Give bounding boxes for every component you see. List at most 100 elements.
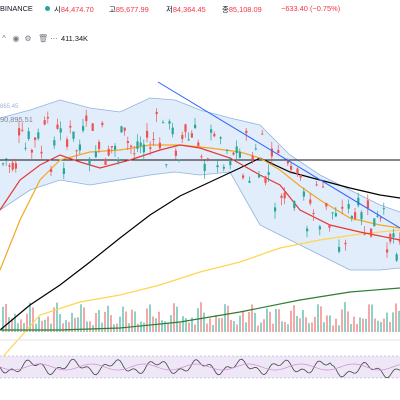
candle-body bbox=[373, 218, 376, 227]
candle-body bbox=[206, 158, 209, 160]
ma-black-line bbox=[0, 157, 400, 331]
volume-bar bbox=[185, 318, 187, 332]
volume-bar bbox=[101, 322, 103, 332]
candle-body bbox=[392, 233, 395, 238]
candle-body bbox=[59, 128, 62, 133]
candle-body bbox=[82, 125, 85, 131]
volume-bar bbox=[350, 323, 352, 332]
volume-bar bbox=[125, 311, 127, 332]
bb-tiny-label: 865.45 bbox=[0, 104, 19, 110]
candle-body bbox=[386, 249, 389, 253]
candle-body bbox=[2, 163, 5, 165]
volume-bar bbox=[242, 311, 244, 332]
volume-bar bbox=[266, 308, 268, 332]
candle-body bbox=[254, 148, 257, 150]
candle-body bbox=[194, 124, 197, 129]
candle-body bbox=[251, 155, 254, 162]
volume-bar bbox=[233, 321, 235, 332]
candle-body bbox=[210, 129, 213, 133]
volume-bar bbox=[167, 322, 169, 332]
candle-body bbox=[366, 200, 369, 209]
candle-body bbox=[232, 152, 235, 155]
volume-bar bbox=[104, 311, 106, 332]
volume-bar bbox=[251, 304, 253, 332]
ma-orange-line bbox=[0, 144, 400, 271]
candle-body bbox=[62, 168, 65, 175]
candle-body bbox=[50, 169, 53, 172]
candle-body bbox=[283, 192, 286, 199]
candle-body bbox=[187, 139, 190, 141]
volume-bar bbox=[278, 309, 280, 332]
volume-bar bbox=[203, 312, 205, 332]
volume-bar bbox=[83, 307, 85, 332]
volume-bar bbox=[311, 322, 313, 332]
volume-bar bbox=[122, 306, 124, 332]
volume-bar bbox=[143, 322, 145, 332]
candle-body bbox=[350, 215, 353, 218]
candle-body bbox=[338, 246, 341, 252]
volume-bar bbox=[332, 325, 334, 332]
candle-body bbox=[261, 133, 264, 135]
volume-bar bbox=[260, 322, 262, 332]
candle-body bbox=[123, 127, 126, 131]
volume-bar bbox=[194, 324, 196, 332]
candle-body bbox=[91, 123, 94, 131]
candle-body bbox=[302, 191, 305, 197]
delete-icon[interactable]: 🗑 bbox=[38, 34, 49, 43]
volume-bar bbox=[131, 309, 133, 332]
settings-icon[interactable]: ⚙ bbox=[24, 34, 32, 43]
candle-body bbox=[190, 133, 193, 138]
candle-body bbox=[171, 127, 174, 135]
volume-bar bbox=[356, 323, 358, 332]
candle-body bbox=[331, 212, 334, 214]
candle-body bbox=[88, 158, 91, 165]
volume-bar bbox=[344, 302, 346, 332]
volume-bar bbox=[341, 309, 343, 332]
volume-bar bbox=[32, 307, 34, 332]
candle-body bbox=[18, 128, 21, 136]
chevron-icon[interactable]: ^ bbox=[2, 34, 6, 43]
candle-body bbox=[120, 126, 123, 133]
volume-bar bbox=[365, 318, 367, 332]
volume-bar bbox=[35, 323, 37, 332]
more-icon[interactable]: ⋯ bbox=[50, 34, 58, 43]
volume-bar bbox=[287, 324, 289, 332]
volume-bar bbox=[227, 305, 229, 332]
volume-bar bbox=[44, 319, 46, 332]
volume-bar bbox=[86, 321, 88, 332]
volume-bar bbox=[272, 323, 274, 332]
volume-bar bbox=[80, 304, 82, 332]
candle-body bbox=[341, 206, 344, 209]
trend-line bbox=[157, 81, 400, 229]
candle-body bbox=[226, 149, 229, 152]
volume-bar bbox=[395, 303, 397, 332]
volume-bar bbox=[14, 313, 16, 332]
volume-bar bbox=[95, 312, 97, 332]
eye-icon[interactable]: ◉ bbox=[12, 34, 20, 43]
volume-bar bbox=[392, 312, 394, 332]
candle-body bbox=[165, 164, 168, 166]
volume-bar bbox=[374, 318, 376, 332]
volume-bar bbox=[161, 320, 163, 332]
volume-bar bbox=[170, 315, 172, 332]
volume-bar bbox=[317, 304, 319, 332]
candle-body bbox=[78, 144, 81, 151]
volume-bar bbox=[137, 323, 139, 332]
volume-bar bbox=[245, 322, 247, 332]
low-label: 저84,364.45 bbox=[166, 5, 206, 14]
volume-bar bbox=[50, 323, 52, 332]
candle-body bbox=[306, 228, 309, 232]
volume-bar bbox=[26, 313, 28, 332]
volume-bar bbox=[362, 318, 364, 332]
candle-body bbox=[11, 162, 14, 170]
candle-body bbox=[168, 121, 171, 124]
volume-bar bbox=[398, 310, 400, 332]
volume-bar bbox=[269, 311, 271, 332]
high-label: 고85,677.99 bbox=[109, 5, 149, 14]
candle-body bbox=[75, 150, 78, 152]
candle-body bbox=[363, 232, 366, 235]
volume-bar bbox=[176, 306, 178, 332]
candle-body bbox=[325, 202, 328, 207]
